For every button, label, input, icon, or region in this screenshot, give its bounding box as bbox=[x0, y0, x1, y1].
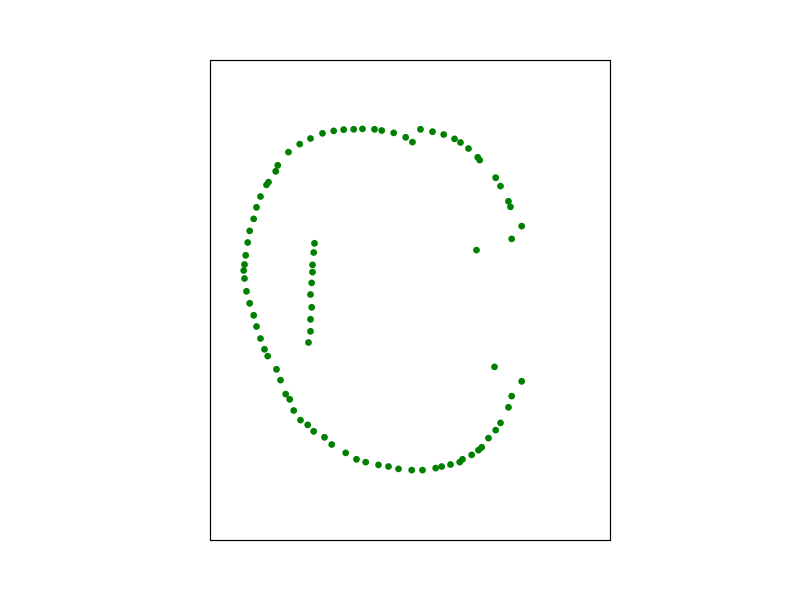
data-point bbox=[272, 167, 280, 175]
data-point bbox=[505, 403, 512, 411]
data-point bbox=[507, 203, 514, 211]
data-point bbox=[451, 135, 458, 143]
data-point bbox=[419, 466, 426, 474]
data-point bbox=[475, 446, 482, 454]
data-point bbox=[246, 299, 254, 307]
data-point bbox=[378, 127, 386, 134]
data-point bbox=[385, 463, 392, 470]
data-point bbox=[309, 261, 316, 269]
data-point bbox=[264, 352, 272, 360]
data-point bbox=[286, 395, 294, 403]
data-point bbox=[505, 197, 512, 205]
data-point bbox=[375, 461, 382, 469]
data-point bbox=[311, 239, 318, 247]
data-point bbox=[243, 287, 250, 295]
data-point bbox=[257, 335, 264, 342]
data-point bbox=[350, 125, 358, 133]
data-point bbox=[253, 203, 260, 211]
data-point bbox=[508, 235, 516, 243]
data-point bbox=[253, 323, 260, 330]
data-point bbox=[242, 251, 250, 259]
data-point bbox=[277, 376, 284, 384]
data-point bbox=[307, 327, 314, 335]
data-point bbox=[285, 148, 292, 156]
data-point bbox=[447, 461, 454, 468]
data-point bbox=[241, 261, 248, 268]
data-point bbox=[491, 363, 498, 371]
data-point bbox=[241, 275, 248, 282]
data-point bbox=[440, 131, 448, 138]
data-point bbox=[265, 178, 272, 186]
data-point bbox=[409, 138, 416, 146]
data-point bbox=[473, 246, 480, 254]
data-point bbox=[307, 315, 314, 323]
data-point bbox=[408, 466, 416, 474]
data-point bbox=[492, 426, 500, 434]
data-point bbox=[359, 125, 366, 133]
data-point bbox=[395, 465, 402, 473]
data-point bbox=[310, 249, 318, 256]
data-point bbox=[273, 365, 280, 373]
data-point bbox=[307, 135, 314, 142]
data-point bbox=[282, 390, 290, 398]
data-point bbox=[485, 434, 492, 442]
data-point bbox=[417, 125, 424, 133]
data-point bbox=[508, 392, 516, 400]
data-point bbox=[497, 419, 504, 427]
data-point bbox=[328, 441, 336, 448]
data-point bbox=[497, 182, 504, 190]
data-point bbox=[257, 193, 264, 200]
data-point bbox=[261, 345, 268, 353]
data-point bbox=[465, 145, 472, 152]
data-point bbox=[307, 291, 314, 298]
data-point bbox=[296, 140, 304, 148]
data-point bbox=[319, 129, 326, 137]
data-point bbox=[353, 455, 360, 463]
data-point bbox=[362, 458, 370, 466]
data-point bbox=[432, 464, 440, 472]
data-point bbox=[290, 407, 298, 414]
data-point bbox=[468, 451, 476, 459]
data-point bbox=[492, 174, 500, 182]
data-point bbox=[310, 427, 318, 435]
data-point bbox=[342, 449, 350, 457]
axes-frame bbox=[209, 59, 612, 542]
data-point bbox=[438, 463, 446, 470]
data-point bbox=[518, 222, 526, 230]
data-points-group bbox=[240, 125, 526, 474]
data-point bbox=[456, 458, 464, 466]
data-point bbox=[321, 433, 328, 441]
data-point bbox=[371, 125, 378, 133]
data-point bbox=[308, 303, 316, 311]
data-point bbox=[308, 279, 316, 287]
data-point bbox=[297, 416, 304, 424]
data-point bbox=[476, 156, 484, 164]
data-point bbox=[457, 139, 464, 146]
data-point bbox=[518, 377, 526, 385]
data-point bbox=[330, 127, 338, 135]
data-point bbox=[304, 421, 312, 429]
data-point bbox=[340, 126, 348, 134]
data-point bbox=[390, 129, 398, 137]
data-point bbox=[250, 215, 258, 223]
data-point bbox=[274, 161, 282, 169]
data-point bbox=[246, 227, 254, 235]
data-point bbox=[402, 133, 410, 141]
data-point bbox=[244, 239, 252, 246]
data-point bbox=[250, 311, 258, 319]
data-point bbox=[309, 268, 316, 276]
data-point bbox=[429, 128, 436, 136]
data-point bbox=[240, 267, 248, 274]
data-point bbox=[305, 339, 312, 346]
